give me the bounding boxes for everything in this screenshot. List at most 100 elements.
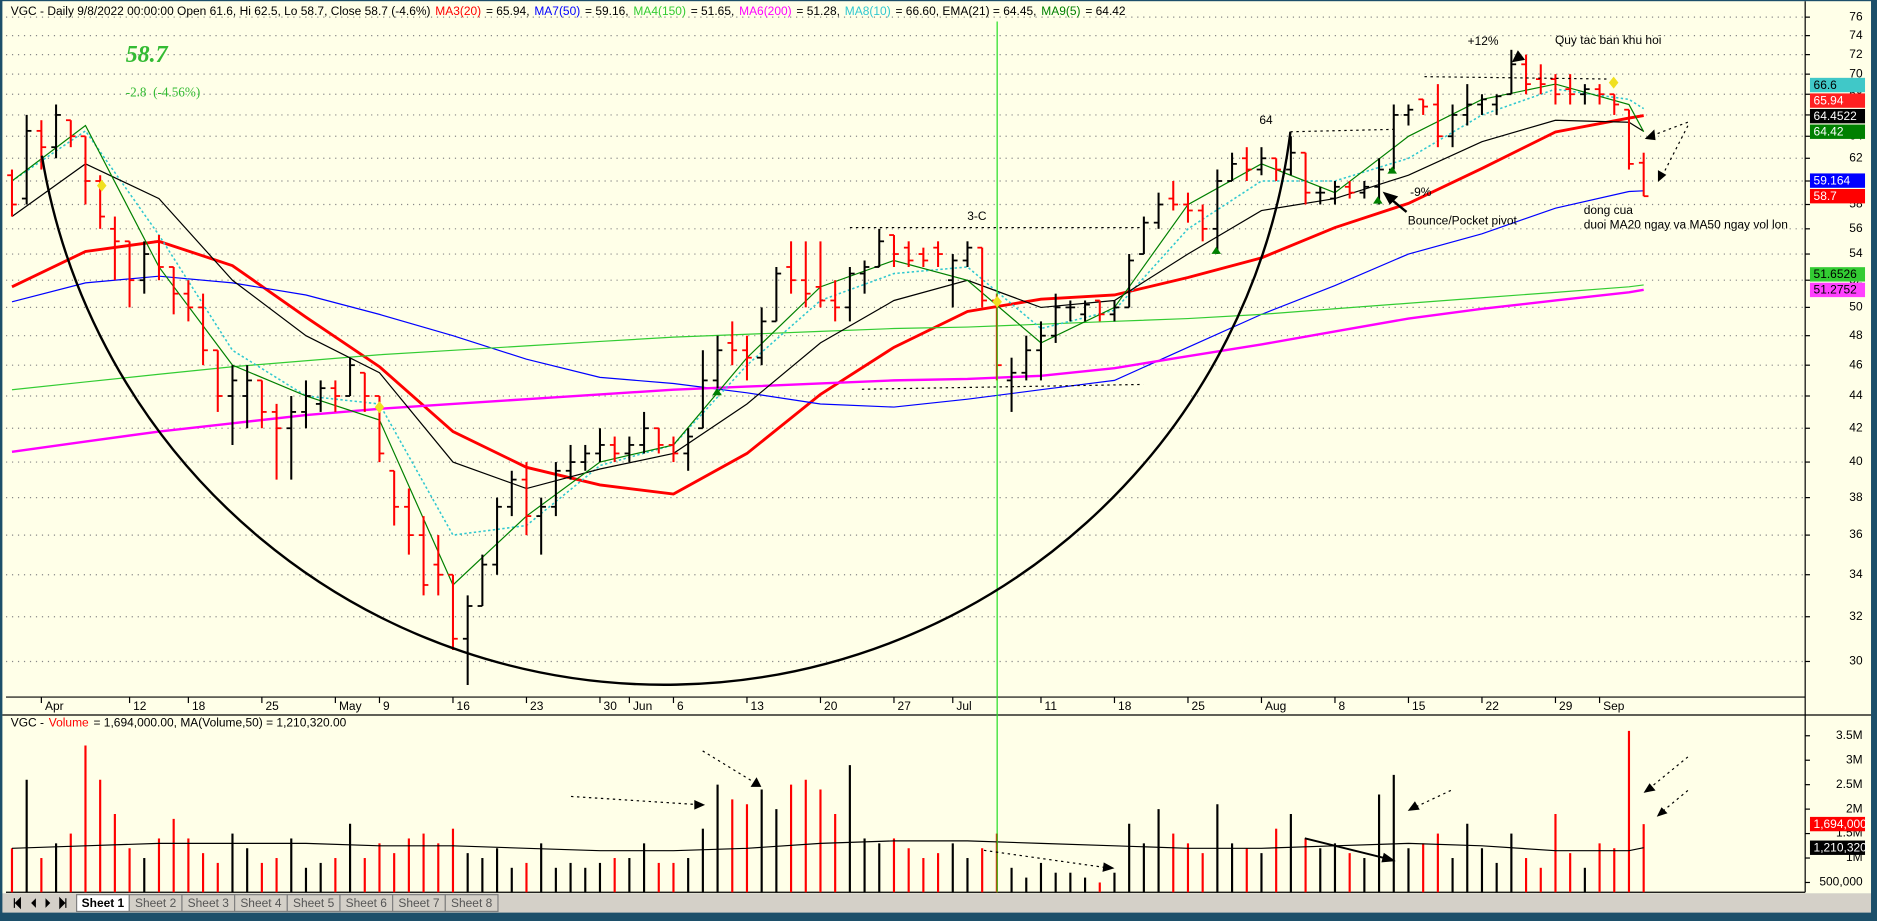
arrow-head <box>750 777 762 787</box>
x-tick-label: Jul <box>956 699 971 713</box>
title-part: = 59.16, <box>585 4 629 18</box>
x-tick-label: 11 <box>1045 699 1058 713</box>
last-value-label: 58.7 <box>1814 189 1838 203</box>
up-arrow <box>1387 166 1397 174</box>
last-value-label: 65.94 <box>1814 93 1844 107</box>
last-value-box <box>1809 816 1866 832</box>
y-tick-label: 46 <box>1849 357 1863 371</box>
cup-arc <box>40 131 1292 686</box>
title-part: = 1,694,000.00, MA(Volume,50) = 1,210,32… <box>94 716 347 730</box>
x-tick-label: 27 <box>898 699 912 713</box>
sheet-tab-label[interactable]: Sheet 7 <box>398 896 440 910</box>
annotation: Bounce/Pocket pivot <box>1408 214 1518 228</box>
title-part: VGC - <box>11 716 44 730</box>
title-part: MA7(50) <box>534 4 580 18</box>
arrow <box>1304 837 1393 861</box>
moving-average-line <box>11 114 1644 496</box>
drawings <box>40 76 1689 869</box>
arrow <box>1660 125 1689 178</box>
x-tick-label: 6 <box>677 699 684 713</box>
title-part: VGC - Daily 9/8/2022 00:00:00 Open 61.6,… <box>11 4 431 18</box>
last-value-label: 51.2752 <box>1814 283 1858 297</box>
y-tick-label: 40 <box>1849 454 1863 468</box>
nav-prev[interactable] <box>31 898 36 908</box>
last-value-box <box>1809 173 1866 188</box>
y-tick-label: 56 <box>1849 221 1863 235</box>
y-tick-label: 70 <box>1849 66 1863 80</box>
sheet-tab-label[interactable]: Sheet 1 <box>82 896 125 910</box>
sheet-tab-label[interactable]: Sheet 5 <box>293 896 335 910</box>
moving-average-line <box>11 288 1644 453</box>
title-part: = 51.65, <box>691 4 735 18</box>
headline-price: 58.7 <box>126 42 169 68</box>
diamond <box>96 179 107 192</box>
sheet-tab-label[interactable]: Sheet 3 <box>188 896 230 910</box>
y-tick-label: 54 <box>1849 246 1863 260</box>
annotation: dong cua <box>1584 203 1634 217</box>
sheet-tabs: Sheet 1 Sheet 2 Sheet 3 Sheet 4 Sheet 5 Sheet… <box>76 894 499 913</box>
arrow-head <box>1102 862 1115 872</box>
last-value-box <box>1809 124 1866 139</box>
x-tick-label: 25 <box>265 699 279 713</box>
last-value-label: 66.6 <box>1814 78 1838 92</box>
last-value-box <box>1809 108 1866 124</box>
sheet-tab-label[interactable]: Sheet 2 <box>135 896 177 910</box>
title-part: = 66.60, EMA(21) = 64.45, <box>895 4 1036 18</box>
annotation: duoi MA20 ngay va MA50 ngay vol lon <box>1584 217 1788 231</box>
y-tick-label: 76 <box>1849 9 1863 23</box>
title-part: Volume <box>49 716 89 730</box>
x-tick-label: 13 <box>751 699 765 713</box>
moving-average-line <box>11 840 1644 852</box>
y-tick-label: 3.5M <box>1836 728 1863 742</box>
sheet-tab[interactable] <box>444 894 499 913</box>
title-part: MA4(150) <box>633 4 686 18</box>
price-title: VGC - Daily 9/8/2022 00:00:00 Open 61.6,… <box>11 4 1126 18</box>
nav-first[interactable] <box>13 896 21 910</box>
y-tick-label: 36 <box>1849 527 1863 541</box>
y-tick-label: 72 <box>1849 47 1863 61</box>
sheet-tab-label[interactable]: Sheet 8 <box>451 896 493 910</box>
moving-average-line <box>11 284 1644 391</box>
arrow-head <box>1382 191 1399 205</box>
last-value-box <box>1809 267 1866 282</box>
arrow-heads <box>694 50 1668 872</box>
nav-last[interactable] <box>59 896 67 910</box>
x-tick-label: 18 <box>192 699 206 713</box>
title-part: MA8(10) <box>845 4 891 18</box>
arrow-head <box>1381 852 1396 863</box>
last-value-box <box>1809 282 1866 298</box>
last-value-label: 64.42 <box>1814 124 1844 138</box>
x-tick-label: 30 <box>604 699 618 713</box>
sheet-tab-label[interactable]: Sheet 6 <box>346 896 388 910</box>
y-tick-label: 44 <box>1849 388 1863 402</box>
last-value-box <box>1809 840 1866 855</box>
arrow <box>570 795 702 806</box>
y-tick-label: 34 <box>1849 567 1863 581</box>
x-tick-label: 25 <box>1192 699 1206 713</box>
x-tick-label: Apr <box>45 699 64 713</box>
chart-background <box>2 1 1872 894</box>
last-value-label: 51.6526 <box>1814 267 1858 281</box>
x-tick-label: Aug <box>1265 699 1286 713</box>
y-tick-label: 500,000 <box>1819 875 1863 889</box>
nav-next[interactable] <box>45 898 51 908</box>
x-tick-label: 8 <box>1339 699 1346 713</box>
y-tick-label: 62 <box>1849 150 1863 164</box>
sheet-tab-label[interactable]: Sheet 4 <box>240 896 282 910</box>
y-tick-label: 48 <box>1849 328 1863 342</box>
arrow-head <box>1644 129 1656 141</box>
y-tick-label: 38 <box>1849 490 1863 504</box>
arrow-head <box>694 800 706 810</box>
y-tick-label: 32 <box>1849 609 1863 623</box>
up-arrow <box>1373 196 1383 204</box>
price-pane: 3032343638404244464850525456586062646668… <box>5 9 1866 713</box>
y-tick-label: 42 <box>1849 420 1863 434</box>
x-tick-label: 22 <box>1486 699 1500 713</box>
y-tick-label: 50 <box>1849 300 1863 314</box>
x-tick-label: 20 <box>824 699 838 713</box>
moving-average-line <box>11 190 1644 408</box>
annotation: +12% <box>1468 34 1499 48</box>
annotation: 64 <box>1259 113 1273 127</box>
